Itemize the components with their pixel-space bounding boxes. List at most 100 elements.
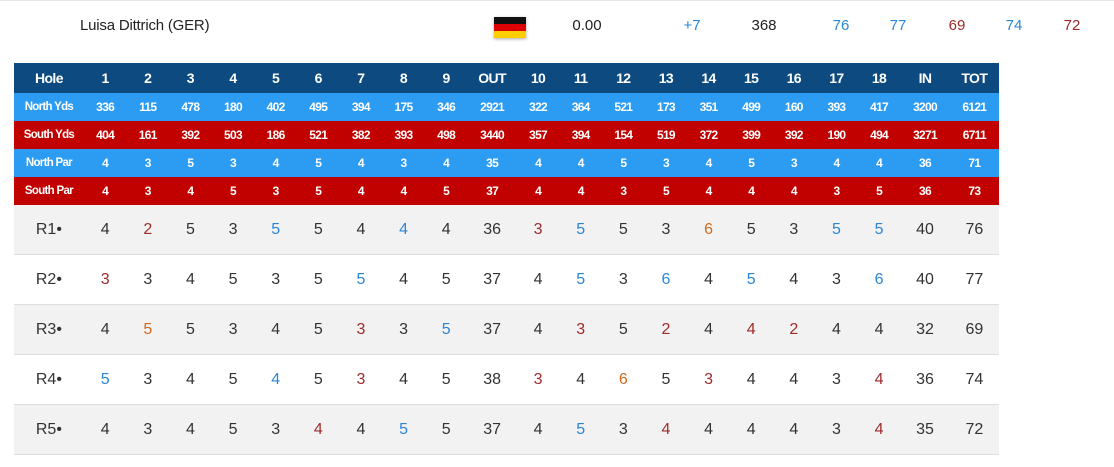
info-cell: 3 — [602, 177, 645, 205]
score-cell: 3 — [516, 205, 560, 255]
score-cell: 3 — [644, 205, 688, 255]
header-hole-label: Hole — [14, 63, 84, 93]
info-cell: 3 — [644, 149, 688, 177]
score-cell: 3 — [516, 354, 560, 405]
score-cell: 5 — [296, 354, 340, 405]
info-cell: 3200 — [900, 93, 950, 121]
header-col: 9 — [424, 63, 468, 93]
info-cell: 495 — [296, 93, 340, 121]
info-cell: 3 — [772, 149, 816, 177]
score-cell: 69 — [949, 304, 999, 355]
score-cell: 5 — [559, 205, 602, 255]
header-col: 10 — [516, 63, 560, 93]
header-col: 14 — [687, 63, 730, 93]
info-cell: 5 — [729, 149, 773, 177]
info-cell: 392 — [169, 121, 212, 149]
score-cell: 36 — [467, 205, 517, 255]
info-cell: 4 — [83, 149, 127, 177]
info-cell: 6711 — [949, 121, 999, 149]
score-cell: 74 — [949, 354, 999, 405]
score-cell: 4 — [83, 304, 127, 355]
info-cell: 175 — [382, 93, 425, 121]
score-cell: 3 — [211, 205, 255, 255]
score-cell: 4 — [772, 254, 816, 305]
score-cell: 2 — [126, 205, 170, 255]
round-label[interactable]: R2• — [14, 254, 84, 305]
round-row[interactable]: R2• 3 3 4 5 3 5 5 4 5 37 4 5 3 6 4 5 4 3 6 40 77 — [14, 254, 999, 305]
score-cell: 5 — [169, 304, 212, 355]
score-cell: 37 — [467, 304, 517, 355]
score-cell: 6 — [644, 254, 688, 305]
score-cell: 5 — [424, 254, 468, 305]
info-cell: 4 — [339, 177, 383, 205]
info-cell: 399 — [729, 121, 773, 149]
round-label[interactable]: R5• — [14, 404, 84, 455]
info-row-label: North Par — [14, 149, 84, 177]
round-label[interactable]: R3• — [14, 304, 84, 355]
info-row-label: South Yds — [14, 121, 84, 149]
info-cell: 3 — [815, 177, 858, 205]
header-col: 16 — [772, 63, 816, 93]
info-cell: 186 — [254, 121, 297, 149]
round-row[interactable]: R4• 5 3 4 5 4 5 3 4 5 38 3 4 6 5 3 4 4 3 4 36 74 — [14, 354, 999, 405]
round-row[interactable]: R5• 4 3 4 5 3 4 4 5 5 37 4 5 3 4 4 4 4 3 4 35 72 — [14, 404, 999, 455]
info-cell: 3 — [382, 149, 425, 177]
info-cell: 336 — [83, 93, 127, 121]
score-cell: 72 — [949, 404, 999, 455]
info-cell: 161 — [126, 121, 170, 149]
info-cell: 417 — [857, 93, 901, 121]
score-cell: 4 — [169, 254, 212, 305]
score-cell: 37 — [467, 254, 517, 305]
score-cell: 6 — [687, 205, 730, 255]
player-summary-row[interactable]: Luisa Dittrich (GER) 0.00 +7 368 76 77 6… — [0, 0, 1114, 55]
info-row-label: South Par — [14, 177, 84, 205]
score-cell: 3 — [602, 254, 645, 305]
round-row[interactable]: R1• 4 2 5 3 5 5 4 4 4 36 3 5 5 3 6 5 3 5 5 40 76 — [14, 205, 999, 255]
header-col: 7 — [339, 63, 383, 93]
score-cell: 35 — [900, 404, 950, 455]
scorecard-header-row: Hole 1 2 3 4 5 6 7 8 9 OUT 10 11 12 13 14 15 16 17 18 IN TOT — [14, 63, 999, 93]
info-cell: 3 — [211, 149, 255, 177]
info-cell: 404 — [83, 121, 127, 149]
score-cell: 76 — [949, 205, 999, 255]
player-round-5-score: 72 — [1063, 17, 1081, 34]
info-cell: 3 — [126, 149, 170, 177]
score-cell: 5 — [729, 254, 773, 305]
score-cell: 3 — [559, 304, 602, 355]
info-row-label: North Yds — [14, 93, 84, 121]
score-cell: 4 — [382, 205, 425, 255]
info-cell: 5 — [296, 149, 340, 177]
info-row: North Yds 336 115 478 180 402 495 394 175 346 2921… — [14, 93, 999, 121]
round-row[interactable]: R3• 4 5 5 3 4 5 3 3 5 37 4 3 5 2 4 4 2 4 4 32 69 — [14, 304, 999, 355]
score-cell: 3 — [254, 254, 297, 305]
info-cell: 394 — [339, 93, 383, 121]
player-name[interactable]: Luisa Dittrich (GER) — [80, 17, 210, 34]
score-cell: 2 — [772, 304, 816, 355]
info-cell: 494 — [857, 121, 901, 149]
round-label[interactable]: R1• — [14, 205, 84, 255]
info-cell: 499 — [729, 93, 773, 121]
score-cell: 4 — [729, 354, 773, 405]
score-cell: 3 — [687, 354, 730, 405]
info-cell: 36 — [900, 177, 950, 205]
score-cell: 4 — [644, 404, 688, 455]
info-cell: 4 — [516, 149, 560, 177]
score-cell: 5 — [254, 205, 297, 255]
info-cell: 5 — [857, 177, 901, 205]
info-cell: 3 — [254, 177, 297, 205]
scorecard-table: Hole 1 2 3 4 5 6 7 8 9 OUT 10 11 12 13 14 15 16 17 18 IN TOT … — [14, 63, 999, 455]
score-cell: 5 — [382, 404, 425, 455]
info-cell: 3440 — [467, 121, 517, 149]
round-label[interactable]: R4• — [14, 354, 84, 405]
score-cell: 4 — [687, 254, 730, 305]
score-cell: 4 — [516, 254, 560, 305]
info-cell: 346 — [424, 93, 468, 121]
info-cell: 5 — [644, 177, 688, 205]
header-col: IN — [900, 63, 950, 93]
score-cell: 32 — [900, 304, 950, 355]
header-col: 15 — [729, 63, 773, 93]
score-cell: 3 — [126, 404, 170, 455]
score-cell: 3 — [815, 254, 858, 305]
info-cell: 322 — [516, 93, 560, 121]
score-cell: 4 — [339, 404, 383, 455]
